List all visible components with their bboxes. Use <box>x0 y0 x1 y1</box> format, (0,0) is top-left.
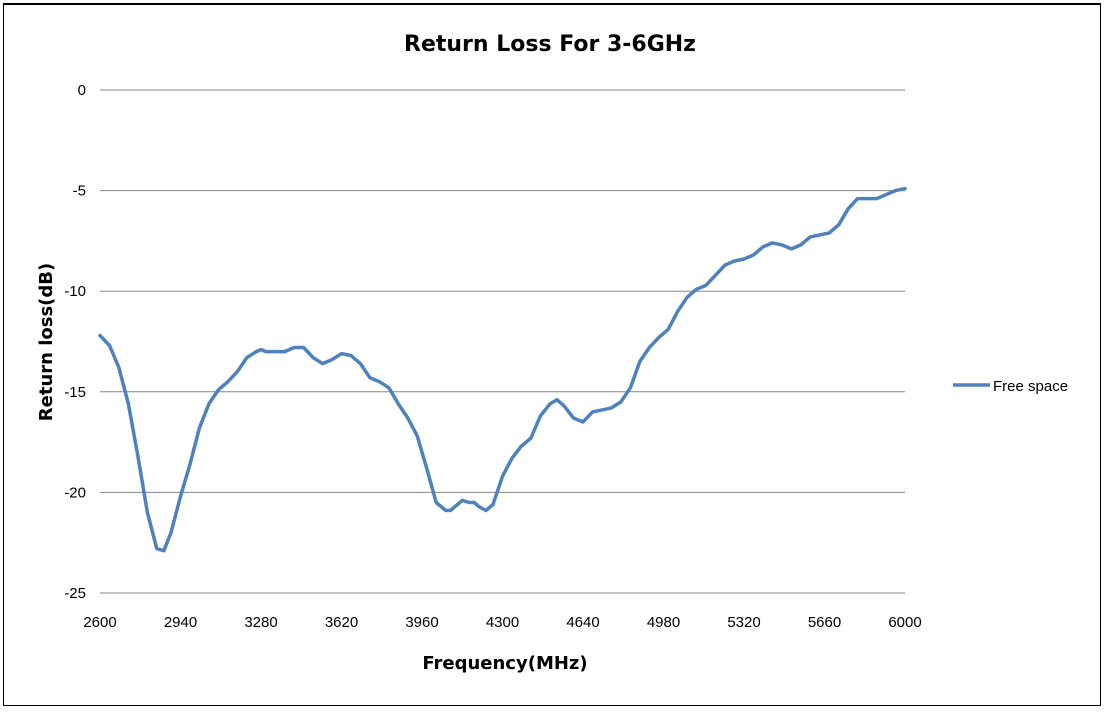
chart-frame <box>3 3 1101 706</box>
x-axis-title: Frequency(MHz) <box>422 653 587 674</box>
x-tick-label: 5320 <box>727 614 760 631</box>
x-tick-label: 3280 <box>244 614 277 631</box>
x-tick-label: 5660 <box>808 614 841 631</box>
y-tick-label: -15 <box>64 384 86 401</box>
x-tick-labels: 2600 2940 3280 3620 3960 4300 4640 4980 5320 5660… <box>83 614 921 631</box>
x-tick-label: 2600 <box>83 614 116 631</box>
x-tick-label: 2940 <box>164 614 197 631</box>
x-tick-label: 4300 <box>486 614 519 631</box>
y-tick-label: -5 <box>73 183 86 200</box>
legend: Free space <box>953 378 1068 395</box>
x-tick-label: 4980 <box>647 614 680 631</box>
series-line-0 <box>98 186 907 553</box>
y-axis-title: Return loss(dB) <box>36 263 57 421</box>
legend-label-free-space: Free space <box>993 378 1068 395</box>
y-tick-label: -25 <box>64 585 86 602</box>
y-tick-labels: 0 -5 -10 -15 -20 -25 <box>64 82 86 602</box>
y-tick-label: -20 <box>64 484 86 501</box>
y-tick-label: 0 <box>78 82 86 99</box>
x-tick-label: 6000 <box>888 614 921 631</box>
x-tick-label: 3620 <box>325 614 358 631</box>
x-tick-label: 3960 <box>405 614 438 631</box>
gridlines <box>100 89 905 493</box>
x-tick-label: 4640 <box>566 614 599 631</box>
chart-title: Return Loss For 3-6GHz <box>404 32 696 57</box>
series-group <box>98 186 907 553</box>
y-tick-label: -10 <box>64 283 86 300</box>
